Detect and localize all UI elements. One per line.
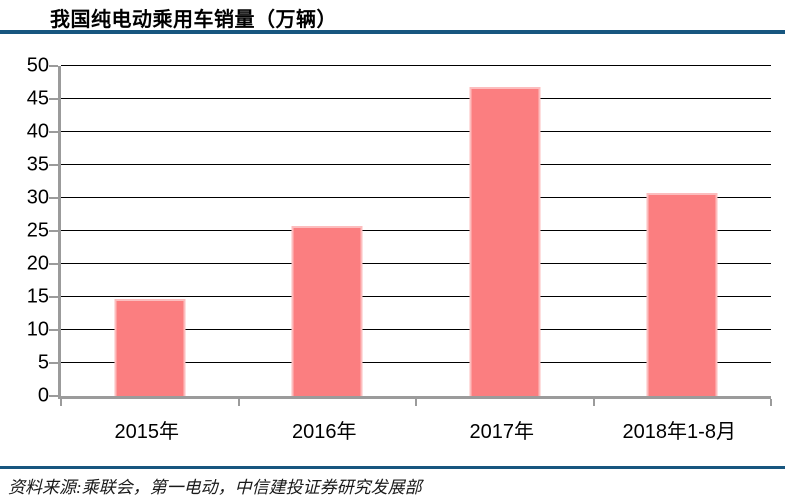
- top-divider: [0, 30, 785, 34]
- y-tick-label: 50: [26, 54, 49, 77]
- y-tick-label: 20: [26, 252, 49, 275]
- gridline: [61, 296, 771, 297]
- x-tick-label: 2017年: [469, 421, 535, 443]
- bar-2017年: [469, 87, 541, 396]
- y-tick-label: 5: [37, 351, 49, 374]
- x-axis-tick: [592, 399, 595, 406]
- x-axis-tick: [60, 399, 62, 406]
- x-tick-label: 2018年1-8月: [622, 421, 736, 443]
- y-axis-tick: [49, 230, 58, 232]
- gridline: [61, 98, 771, 99]
- y-axis-labels: 0 5 10 15 20 25 30 35 40 45 50: [0, 55, 49, 407]
- gridline: [61, 197, 771, 198]
- y-axis-tick: [49, 296, 58, 298]
- y-axis-tick: [49, 131, 58, 133]
- gridline: [61, 362, 771, 363]
- x-axis-tick: [237, 399, 240, 406]
- bottom-divider: [0, 466, 785, 469]
- x-tick-label: 2016年: [292, 421, 357, 443]
- y-tick-label: 25: [26, 219, 49, 242]
- y-axis-tick: [49, 329, 58, 331]
- gridline: [61, 230, 771, 231]
- y-axis-tick: [49, 395, 58, 397]
- y-tick-label: 0: [37, 384, 49, 407]
- bar-2016年: [291, 226, 363, 396]
- y-axis-tick: [49, 65, 58, 67]
- y-axis-tick: [49, 164, 58, 166]
- y-axis-tick: [49, 263, 58, 265]
- gridline: [61, 263, 771, 264]
- plot-area: [49, 65, 772, 406]
- y-tick-label: 45: [26, 87, 49, 110]
- y-tick-label: 30: [26, 186, 49, 209]
- bar-2015年: [114, 298, 186, 396]
- gridline: [61, 131, 771, 132]
- y-tick-label: 15: [26, 285, 49, 308]
- source-note: 资料来源:乘联会，第一电动，中信建投证券研究发展部: [8, 478, 422, 497]
- y-tick-label: 10: [26, 318, 49, 341]
- gridline: [61, 164, 771, 165]
- x-axis-labels: 2015年 2016年 2017年 2018年1-8月: [58, 415, 768, 447]
- y-axis-tick: [49, 362, 58, 364]
- gridline: [61, 65, 771, 66]
- chart-title: 我国纯电动乘用车销量（万辆）: [50, 9, 337, 31]
- x-axis-tick: [770, 399, 772, 406]
- y-axis-tick: [49, 98, 58, 100]
- x-axis-tick: [415, 399, 417, 406]
- y-tick-label: 40: [26, 120, 49, 143]
- gridline: [61, 329, 771, 330]
- bar-2018年1-8月: [646, 192, 718, 396]
- y-tick-label: 35: [26, 153, 49, 176]
- y-axis-tick: [49, 197, 58, 199]
- x-tick-label: 2015年: [114, 421, 180, 443]
